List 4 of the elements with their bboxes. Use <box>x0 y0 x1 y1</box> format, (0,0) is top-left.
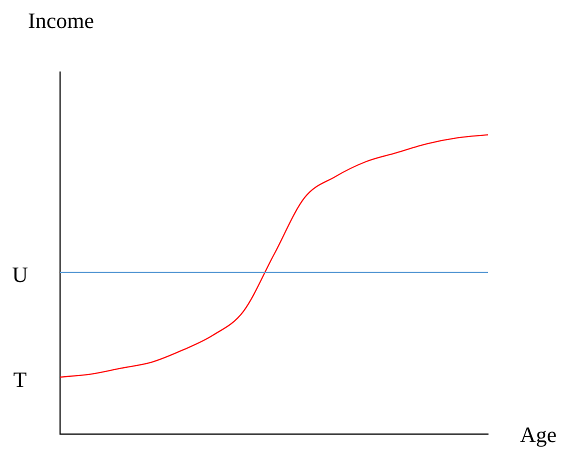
y-axis-title: Income <box>28 8 94 33</box>
text: U <box>12 262 28 288</box>
x-axis-title: Age <box>520 422 557 447</box>
text: T <box>13 366 28 392</box>
